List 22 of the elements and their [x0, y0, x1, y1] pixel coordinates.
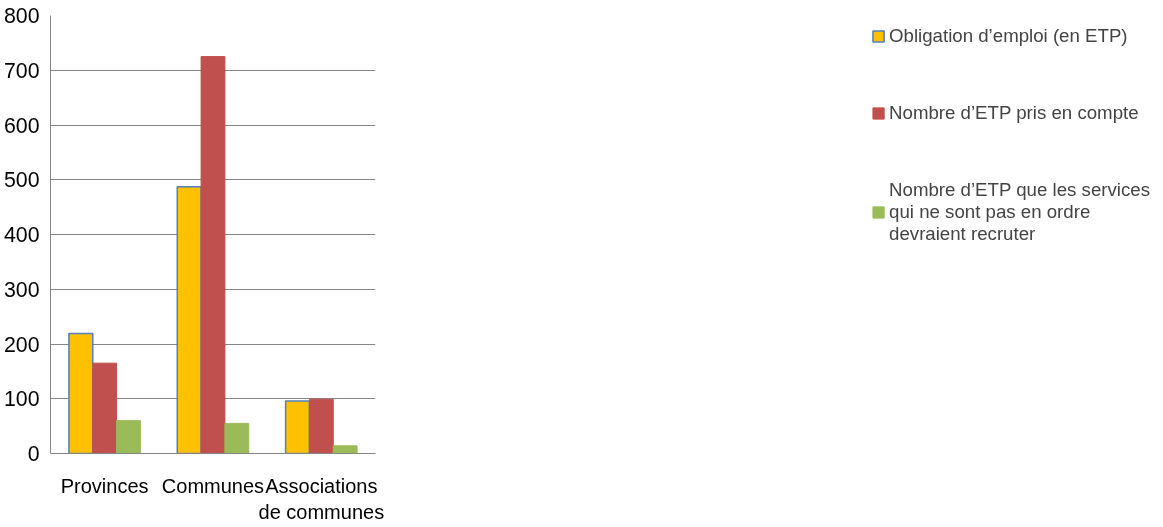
bar	[116, 420, 141, 454]
y-tick-label: 700	[3, 58, 40, 83]
bar	[92, 362, 118, 454]
y-tick-label: 300	[3, 277, 40, 302]
y-tick-label: 800	[3, 4, 40, 28]
y-tick-label: 100	[3, 387, 40, 412]
bar	[284, 400, 311, 454]
y-tick-label: 0	[27, 442, 40, 466]
bar	[224, 422, 250, 454]
y-tick-label: 400	[3, 223, 40, 247]
y-tick-label: 600	[3, 113, 40, 138]
x-tick-label: Provinces	[60, 474, 149, 497]
legend-label: Nombre d’ETP que les services qui ne sont pas en ordre devraient recruter	[889, 179, 1150, 245]
bar	[332, 445, 358, 454]
legend-label: Nombre d’ETP pris en compte	[889, 102, 1139, 124]
y-tick-label: 200	[3, 332, 40, 357]
bar	[200, 56, 226, 454]
bar	[308, 398, 334, 454]
bar	[68, 332, 94, 454]
bar	[176, 186, 202, 454]
y-tick-label: 500	[3, 168, 40, 193]
legend-label: Obligation d’emploi (en ETP)	[889, 25, 1128, 47]
